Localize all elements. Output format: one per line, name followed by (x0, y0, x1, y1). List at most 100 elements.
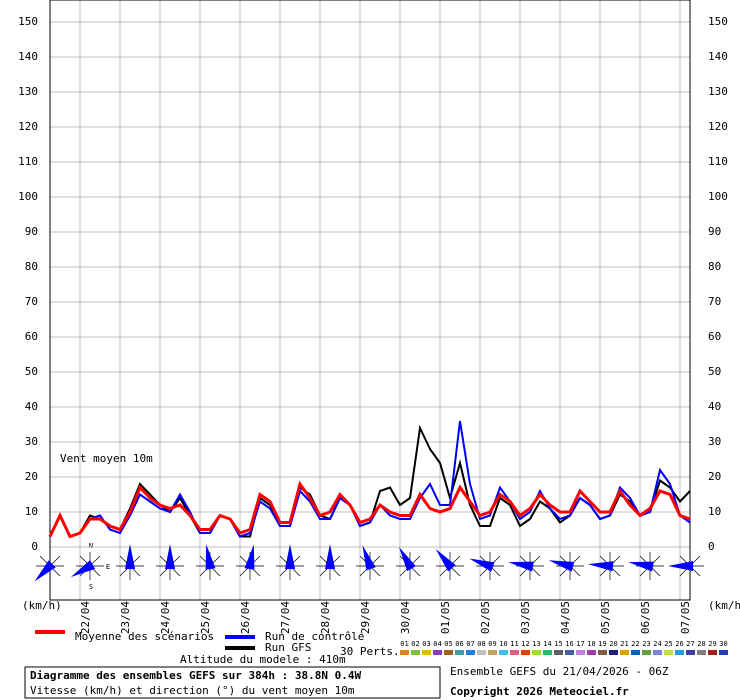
y-tick-label: 140 (18, 50, 38, 63)
pert-label: 25 (664, 640, 672, 648)
y-tick-label: 20 (708, 470, 721, 483)
pert-swatch (609, 650, 618, 655)
y-tick-label: 130 (708, 85, 728, 98)
pert-swatch (477, 650, 486, 655)
wind-arrow (244, 544, 255, 570)
pert-swatch (686, 650, 695, 655)
x-tick-label: 24/04 (159, 601, 172, 634)
y-unit-left: (km/h) (22, 599, 62, 612)
series-line (48, 480, 691, 539)
wind-arrow (362, 545, 376, 571)
wind-arrow (435, 549, 456, 572)
pert-swatch (455, 650, 464, 655)
pert-label: 07 (466, 640, 474, 648)
wind-arrow (34, 560, 56, 582)
y-tick-label: 70 (708, 295, 721, 308)
x-tick-label: 04/05 (559, 601, 572, 634)
pert-label: 03 (422, 640, 430, 648)
x-tick-label: 28/04 (319, 601, 332, 634)
y-tick-label: 0 (708, 540, 715, 553)
wind-arrow (628, 561, 654, 572)
pert-label: 14 (543, 640, 551, 648)
wind-arrow (325, 544, 335, 569)
wind-arrow (399, 546, 416, 572)
pert-label: 05 (444, 640, 452, 648)
plot-border (49, 0, 691, 601)
pert-label: 09 (488, 640, 496, 648)
y-tick-label: 20 (25, 470, 38, 483)
altitude: Altitude du modele : 410m (180, 653, 346, 666)
y-tick-label: 120 (708, 120, 728, 133)
run-info: Ensemble GEFS du 21/04/2026 - 06Z (450, 665, 669, 678)
y-tick-label: 110 (18, 155, 38, 168)
pert-swatch (565, 650, 574, 655)
y-tick-label: 80 (25, 260, 38, 273)
copyright: Copyright 2026 Meteociel.fr (450, 685, 629, 698)
y-tick-label: 60 (708, 330, 721, 343)
compass-e: E (106, 563, 110, 571)
legend-label: Run GFS (265, 641, 311, 654)
wind-arrow (70, 560, 96, 577)
pert-label: 28 (697, 640, 705, 648)
pert-label: 23 (642, 640, 650, 648)
pert-label: 29 (708, 640, 716, 648)
y-tick-label: 70 (25, 295, 38, 308)
wind-arrow (285, 544, 295, 569)
pert-label: 16 (565, 640, 573, 648)
wind-arrow (165, 544, 175, 569)
pert-label: 30 (719, 640, 727, 648)
pert-swatch (532, 650, 541, 655)
y-tick-label: 100 (708, 190, 728, 203)
x-tick-label: 02/05 (479, 601, 492, 634)
x-tick-label: 22/04 (79, 601, 92, 634)
y-tick-label: 10 (708, 505, 721, 518)
y-tick-label: 120 (18, 120, 38, 133)
wind-arrow (548, 560, 575, 572)
pert-swatch (642, 650, 651, 655)
y-tick-label: 90 (25, 225, 38, 238)
wind-arrow (469, 558, 495, 572)
pert-label: 26 (675, 640, 683, 648)
pert-swatch (499, 650, 508, 655)
x-tick-label: 23/04 (119, 601, 132, 634)
y-tick-label: 50 (708, 365, 721, 378)
wind-arrow (668, 561, 693, 571)
series-line (49, 420, 691, 538)
y-tick-label: 0 (31, 540, 38, 553)
x-tick-label: 01/05 (439, 601, 452, 634)
pert-swatch (422, 650, 431, 655)
wind-arrow (588, 561, 614, 572)
legend-label: Moyenne des scénarios (75, 630, 214, 643)
pert-label: 20 (609, 640, 617, 648)
pert-label: 21 (620, 640, 628, 648)
legend-label: Run de contrôle (265, 630, 364, 643)
pert-label: 06 (455, 640, 463, 648)
x-tick-label: 30/04 (399, 601, 412, 634)
annotation: Vent moyen 10m (60, 452, 153, 465)
pert-label: 10 (499, 640, 507, 648)
pert-label: 02 (411, 640, 419, 648)
pert-swatch (411, 650, 420, 655)
x-tick-label: 03/05 (519, 601, 532, 634)
y-tick-label: 40 (708, 400, 721, 413)
x-tick-label: 06/05 (639, 601, 652, 634)
pert-label: 12 (521, 640, 529, 648)
pert-label: 17 (576, 640, 584, 648)
pert-swatch (697, 650, 706, 655)
pert-swatch (554, 650, 563, 655)
pert-swatch (708, 650, 717, 655)
pert-label: 22 (631, 640, 639, 648)
pert-swatch (664, 650, 673, 655)
y-tick-label: 30 (25, 435, 38, 448)
wind-arrow (508, 561, 534, 572)
pert-swatch (510, 650, 519, 655)
pert-label: 19 (598, 640, 606, 648)
pert-label: 08 (477, 640, 485, 648)
pert-label: 13 (532, 640, 540, 648)
y-tick-label: 140 (708, 50, 728, 63)
title-box (24, 666, 441, 699)
pert-swatch (444, 650, 453, 655)
pert-swatch (653, 650, 662, 655)
perturbations-label: 30 Perts. (340, 645, 400, 658)
